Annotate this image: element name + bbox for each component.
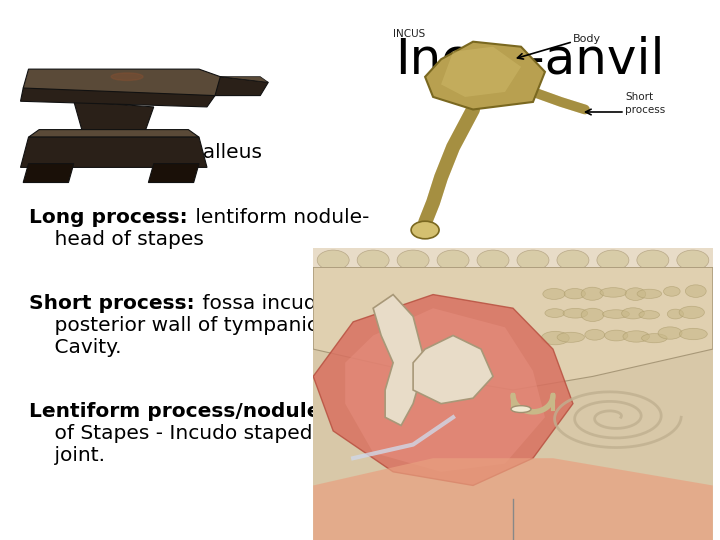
Ellipse shape	[579, 307, 601, 320]
Circle shape	[397, 250, 429, 270]
Ellipse shape	[563, 310, 590, 319]
Text: Body: Body	[573, 34, 601, 44]
Ellipse shape	[662, 329, 687, 340]
Ellipse shape	[603, 307, 625, 316]
Text: head of stapes: head of stapes	[29, 230, 204, 249]
Ellipse shape	[541, 309, 568, 317]
Polygon shape	[313, 458, 713, 540]
Circle shape	[637, 250, 669, 270]
Circle shape	[411, 221, 439, 239]
Ellipse shape	[583, 330, 600, 341]
Ellipse shape	[547, 330, 565, 342]
Polygon shape	[215, 77, 269, 96]
Ellipse shape	[645, 332, 663, 343]
Text: process: process	[625, 105, 665, 114]
Text: Body: Body	[29, 143, 86, 162]
Text: Short process:: Short process:	[29, 294, 194, 313]
Text: Incus-anvil: Incus-anvil	[395, 35, 665, 83]
Ellipse shape	[585, 286, 607, 296]
Text: Short: Short	[625, 92, 653, 102]
Text: Long process:: Long process:	[29, 208, 187, 227]
Ellipse shape	[559, 286, 587, 295]
Ellipse shape	[679, 330, 704, 340]
Polygon shape	[23, 164, 74, 183]
Circle shape	[517, 250, 549, 270]
Circle shape	[557, 250, 589, 270]
Polygon shape	[345, 308, 545, 472]
Ellipse shape	[647, 305, 664, 317]
Ellipse shape	[606, 290, 623, 299]
Text: : head of malleus: : head of malleus	[87, 143, 262, 162]
Ellipse shape	[683, 288, 702, 298]
Ellipse shape	[511, 406, 531, 413]
Ellipse shape	[639, 285, 662, 294]
Polygon shape	[21, 88, 215, 107]
Ellipse shape	[111, 73, 143, 80]
Ellipse shape	[623, 306, 644, 316]
Polygon shape	[23, 69, 242, 96]
Circle shape	[357, 250, 389, 270]
Polygon shape	[425, 42, 545, 110]
Text: INCUS: INCUS	[393, 29, 426, 39]
Polygon shape	[373, 295, 425, 426]
Ellipse shape	[685, 305, 702, 318]
Polygon shape	[21, 137, 207, 167]
Text: : Head: : Head	[323, 402, 388, 421]
Polygon shape	[74, 102, 154, 130]
Bar	[313, 247, 713, 273]
Polygon shape	[29, 130, 199, 137]
Circle shape	[597, 250, 629, 270]
Text: of Stapes - Incudo stapedial
    joint.: of Stapes - Incudo stapedial joint.	[29, 424, 336, 465]
Polygon shape	[148, 164, 199, 183]
Text: lentiform nodule-: lentiform nodule-	[189, 208, 370, 227]
Ellipse shape	[604, 327, 625, 340]
Text: posterior wall of tympanic
    Cavity.: posterior wall of tympanic Cavity.	[29, 316, 318, 357]
Text: Lentiform process/nodule: Lentiform process/nodule	[29, 402, 320, 421]
Ellipse shape	[564, 329, 580, 342]
Ellipse shape	[656, 288, 683, 299]
Ellipse shape	[624, 329, 648, 343]
Polygon shape	[313, 267, 713, 390]
Polygon shape	[441, 46, 521, 97]
Circle shape	[437, 250, 469, 270]
Ellipse shape	[544, 286, 563, 294]
Circle shape	[477, 250, 509, 270]
Ellipse shape	[619, 287, 639, 298]
Ellipse shape	[660, 312, 680, 321]
Polygon shape	[220, 77, 269, 82]
Polygon shape	[313, 295, 573, 485]
Circle shape	[677, 250, 708, 270]
Circle shape	[318, 250, 349, 270]
Polygon shape	[413, 335, 493, 404]
Text: fossa incudis-: fossa incudis-	[197, 294, 341, 313]
